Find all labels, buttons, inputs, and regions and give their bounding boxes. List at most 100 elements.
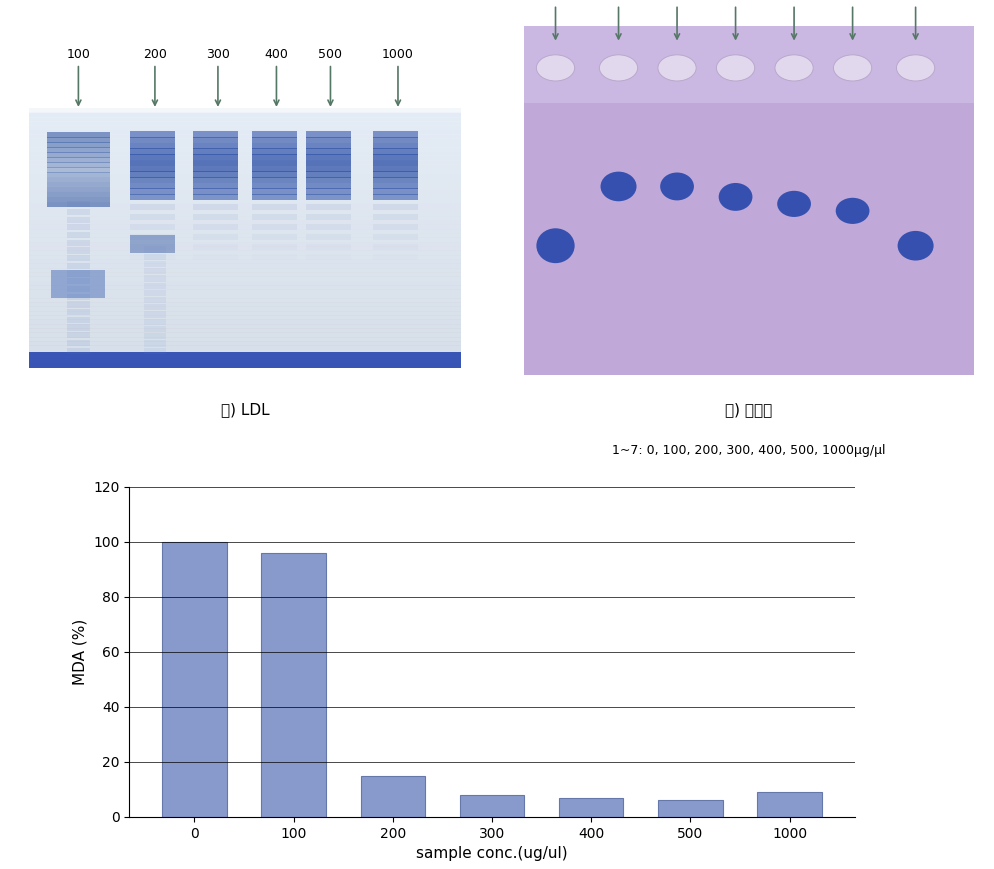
Bar	[524, 26, 974, 103]
Bar	[251, 189, 296, 195]
Text: 가) LDL: 가) LDL	[221, 402, 269, 418]
Bar	[306, 204, 351, 210]
Bar	[29, 147, 461, 152]
Bar	[68, 316, 89, 323]
Bar	[68, 309, 89, 315]
Bar	[68, 348, 89, 354]
Bar	[373, 224, 418, 230]
Text: 400: 400	[264, 48, 288, 105]
Bar	[460, 795, 524, 817]
Bar	[130, 143, 175, 149]
Bar	[130, 235, 175, 253]
Bar	[29, 354, 461, 359]
Bar	[29, 216, 461, 221]
Bar	[306, 143, 351, 149]
Text: 200: 200	[143, 48, 167, 105]
Ellipse shape	[897, 55, 934, 81]
Bar	[193, 264, 239, 270]
Bar	[68, 262, 89, 269]
Bar	[130, 137, 175, 143]
Bar	[306, 264, 351, 270]
Bar	[162, 541, 227, 817]
Bar	[29, 246, 461, 251]
Bar	[193, 177, 239, 183]
Bar	[193, 171, 239, 177]
Bar	[193, 182, 239, 189]
Bar	[251, 137, 296, 143]
Bar	[130, 264, 175, 270]
Bar	[29, 229, 461, 234]
Bar	[47, 167, 110, 173]
Bar	[68, 270, 89, 276]
Bar	[193, 254, 239, 260]
Bar	[144, 333, 166, 340]
Bar	[306, 160, 351, 166]
Text: 1: 1	[552, 0, 560, 39]
Text: 300: 300	[206, 48, 230, 105]
Bar	[29, 289, 461, 295]
Bar	[29, 336, 461, 342]
Bar	[306, 137, 351, 143]
Bar	[29, 294, 461, 299]
Bar	[29, 328, 461, 333]
Bar	[373, 214, 418, 221]
Bar	[130, 194, 175, 201]
Text: 나) 이동도: 나) 이동도	[726, 402, 772, 418]
Bar	[193, 143, 239, 149]
Bar	[68, 255, 89, 262]
Bar	[29, 199, 461, 204]
Bar	[29, 263, 461, 269]
Bar	[361, 775, 425, 817]
Bar	[29, 358, 461, 363]
Bar	[29, 108, 461, 113]
Bar	[130, 182, 175, 189]
Bar	[29, 186, 461, 191]
Bar	[29, 259, 461, 264]
Bar	[29, 237, 461, 242]
Bar	[144, 261, 166, 267]
Bar	[29, 134, 461, 139]
Bar	[52, 270, 105, 298]
Bar	[144, 319, 166, 325]
Bar	[251, 234, 296, 240]
Bar	[29, 320, 461, 325]
Bar	[29, 138, 461, 143]
Ellipse shape	[717, 55, 754, 81]
Bar	[47, 157, 110, 163]
Bar	[306, 149, 351, 155]
Bar	[29, 224, 461, 229]
Bar	[29, 164, 461, 169]
Bar	[144, 326, 166, 332]
Bar	[47, 132, 110, 137]
Bar	[29, 195, 461, 200]
Bar	[29, 220, 461, 225]
Bar	[29, 323, 461, 329]
Bar	[373, 204, 418, 210]
Bar	[251, 177, 296, 183]
Ellipse shape	[777, 191, 811, 217]
Bar	[658, 800, 723, 817]
Bar	[29, 345, 461, 350]
Bar	[29, 233, 461, 238]
Ellipse shape	[719, 183, 752, 211]
Bar	[261, 553, 326, 817]
Bar	[193, 194, 239, 201]
Bar	[29, 307, 461, 312]
Bar	[251, 143, 296, 149]
Bar	[130, 194, 175, 201]
Bar	[29, 285, 461, 290]
Bar	[193, 244, 239, 250]
Bar	[130, 166, 175, 172]
Bar	[47, 192, 110, 197]
Bar	[193, 137, 239, 143]
Bar	[47, 202, 110, 208]
Bar	[29, 177, 461, 182]
Bar	[144, 269, 166, 275]
Bar	[47, 162, 110, 168]
Bar	[306, 194, 351, 201]
Ellipse shape	[537, 229, 575, 263]
Bar	[68, 332, 89, 338]
Y-axis label: MDA (%): MDA (%)	[73, 619, 87, 685]
Bar	[193, 189, 239, 195]
Text: 1~7: 0, 100, 200, 300, 400, 500, 1000μg/μl: 1~7: 0, 100, 200, 300, 400, 500, 1000μg/…	[612, 444, 886, 457]
